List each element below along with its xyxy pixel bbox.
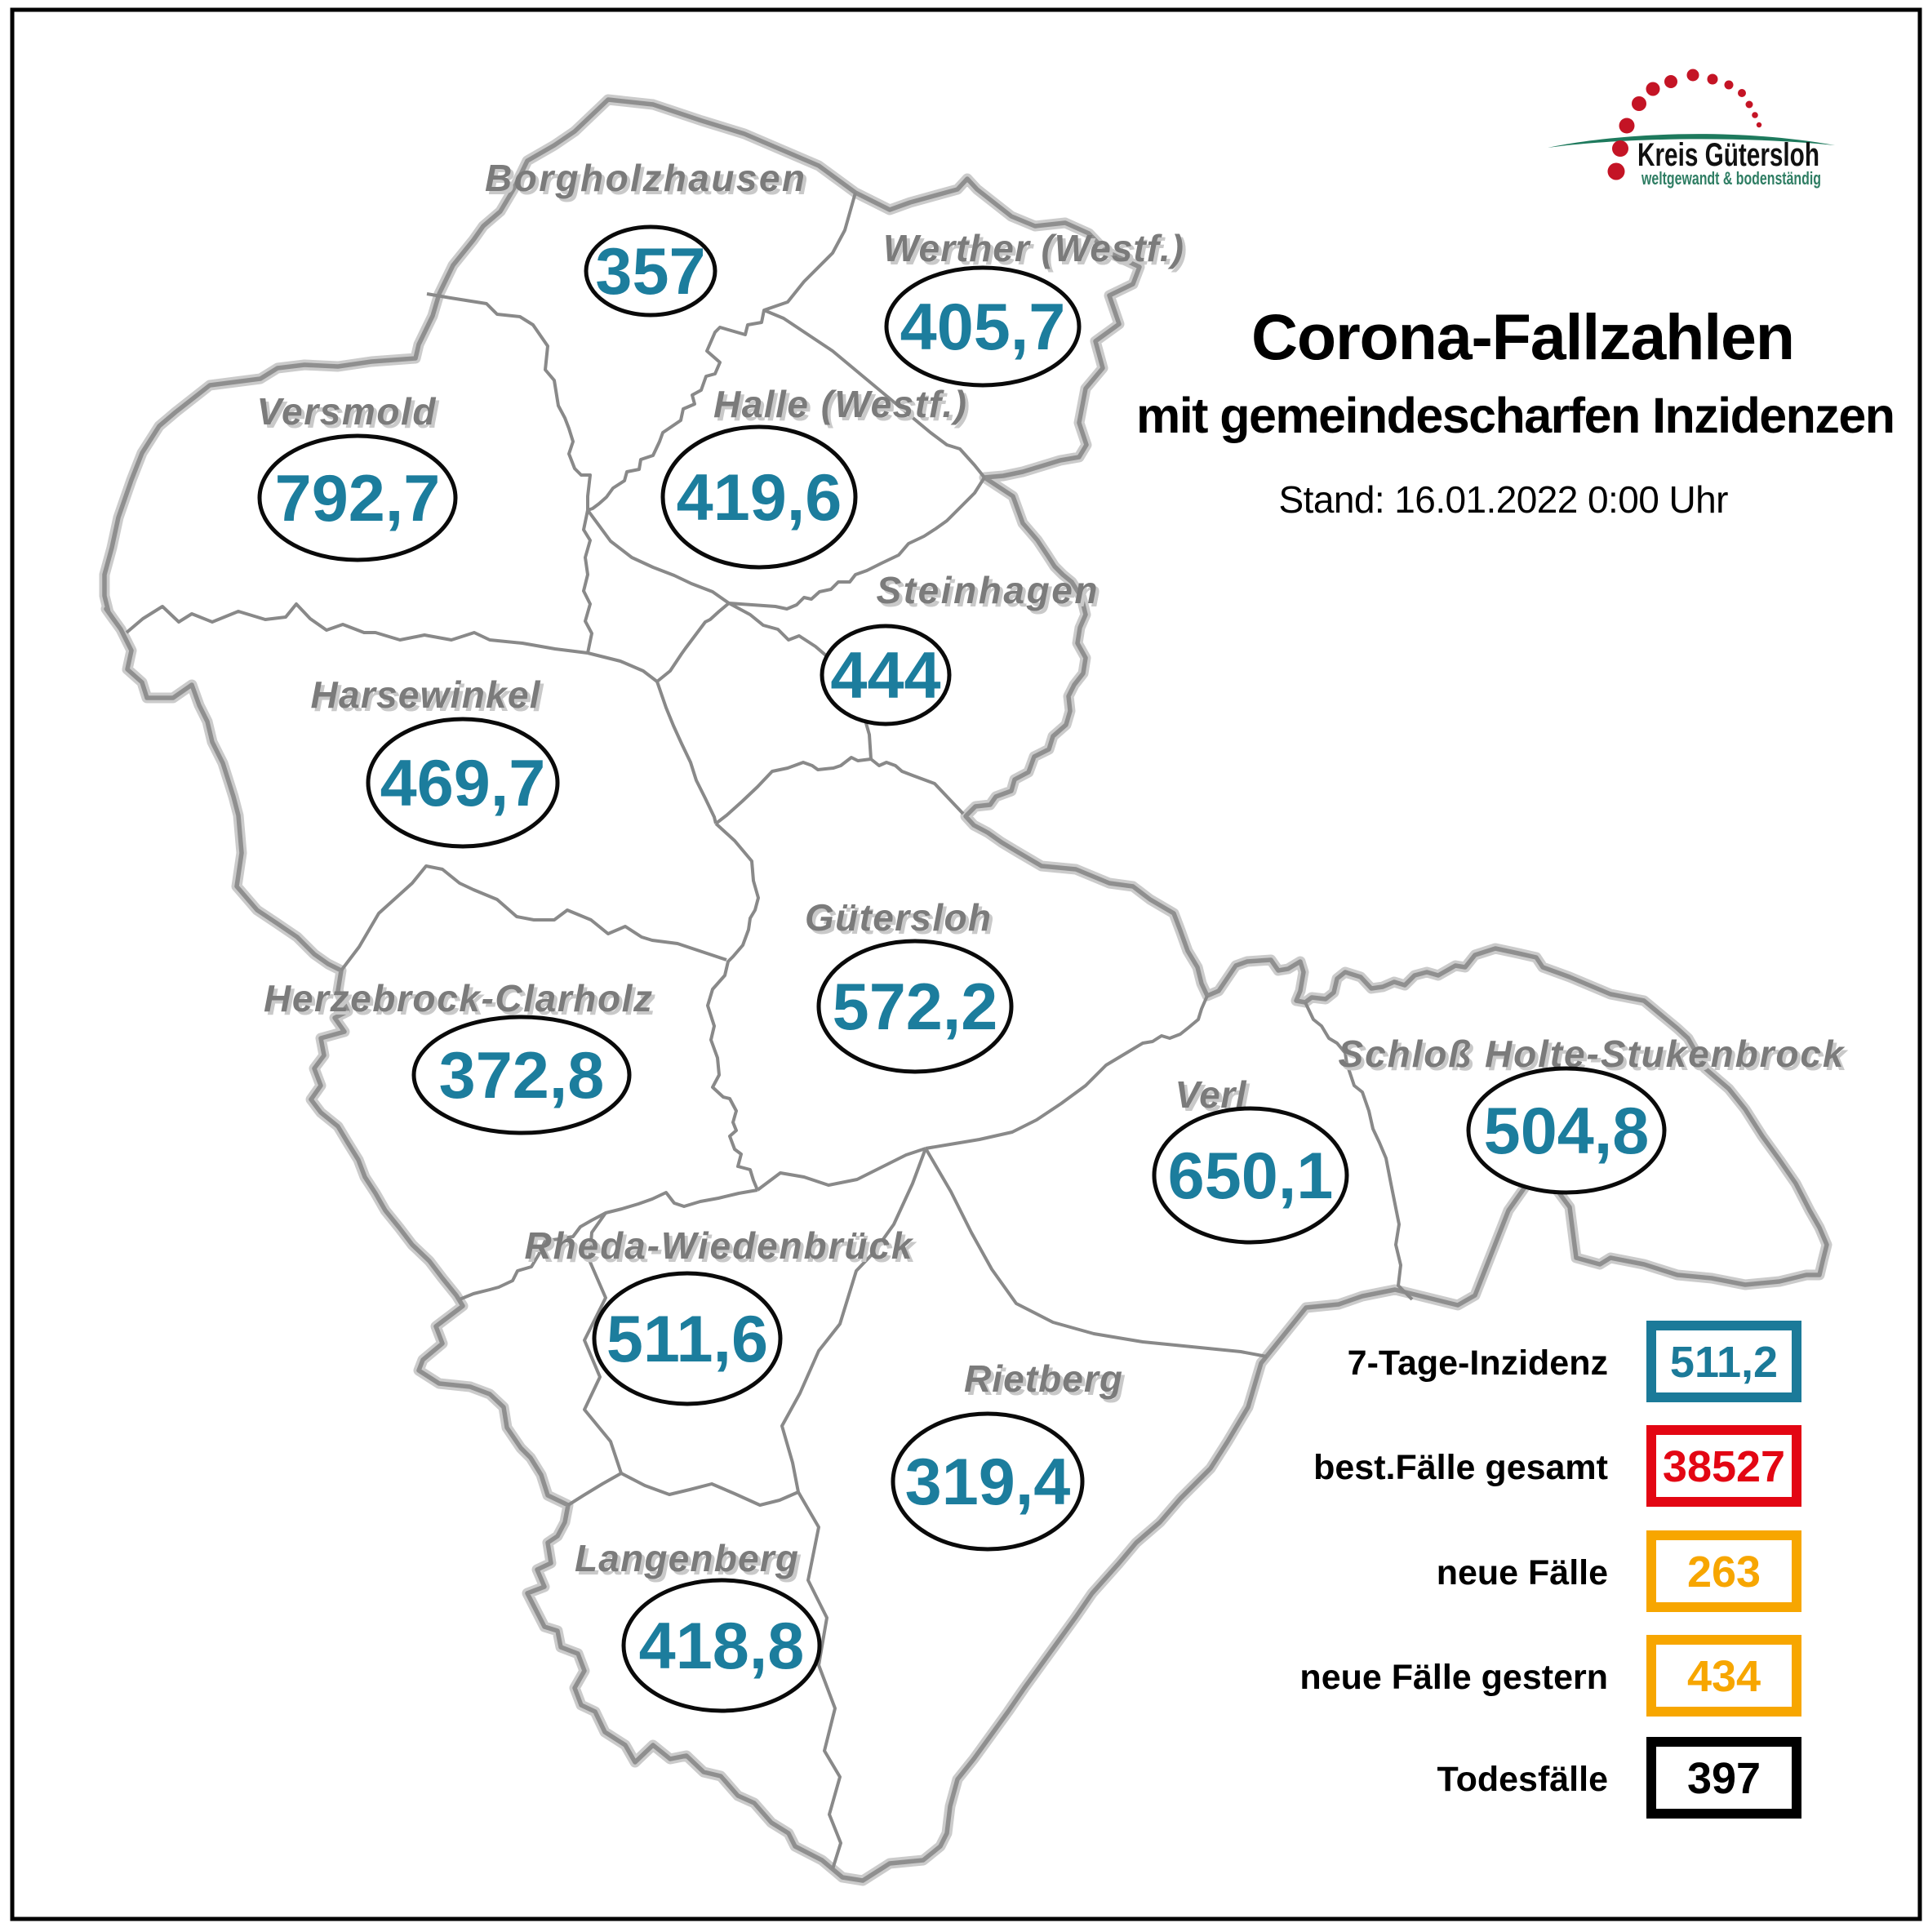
svg-text:511,6: 511,6	[606, 1303, 768, 1376]
svg-text:Rheda-Wiedenbrück: Rheda-Wiedenbrück	[525, 1224, 914, 1267]
svg-text:Harsewinkel: Harsewinkel	[314, 677, 544, 719]
svg-text:Rietberg: Rietberg	[964, 1357, 1122, 1400]
svg-text:504,8: 504,8	[1484, 1095, 1650, 1168]
svg-text:Versmold: Versmold	[260, 393, 440, 436]
svg-text:Langenberg: Langenberg	[575, 1537, 798, 1579]
svg-text:418,8: 418,8	[639, 1610, 805, 1683]
svg-text:Steinhagen: Steinhagen	[877, 569, 1098, 611]
svg-text:Corona-Fallzahlen: Corona-Fallzahlen	[1251, 300, 1795, 373]
svg-text:Langenberg: Langenberg	[578, 1540, 802, 1583]
svg-text:Rietberg: Rietberg	[967, 1361, 1126, 1403]
svg-text:511,2: 511,2	[1670, 1338, 1778, 1387]
svg-text:Stand: 16.01.2022 0:00 Uhr: Stand: 16.01.2022 0:00 Uhr	[1279, 478, 1729, 521]
svg-text:Versmold: Versmold	[257, 390, 437, 433]
svg-text:best.Fälle gesamt: best.Fälle gesamt	[1313, 1448, 1608, 1487]
svg-text:419,6: 419,6	[677, 461, 842, 535]
svg-text:444: 444	[830, 639, 940, 713]
svg-text:372,8: 372,8	[439, 1039, 605, 1113]
svg-text:Gütersloh: Gütersloh	[808, 899, 994, 942]
svg-text:434: 434	[1687, 1652, 1761, 1701]
svg-text:Borgholzhausen: Borgholzhausen	[488, 160, 808, 202]
svg-text:405,7: 405,7	[900, 291, 1066, 364]
svg-text:mit gemeindescharfen Inzidenze: mit gemeindescharfen Inzidenzen	[1136, 388, 1895, 443]
svg-text:Gütersloh: Gütersloh	[805, 896, 991, 939]
svg-text:neue Fälle: neue Fälle	[1437, 1553, 1608, 1592]
svg-text:650,1: 650,1	[1168, 1139, 1334, 1213]
svg-text:357: 357	[595, 235, 705, 309]
svg-text:319,4: 319,4	[905, 1446, 1071, 1519]
svg-text:7-Tage-Inzidenz: 7-Tage-Inzidenz	[1348, 1344, 1608, 1383]
svg-text:Rheda-Wiedenbrück: Rheda-Wiedenbrück	[528, 1228, 917, 1270]
svg-text:Todesfälle: Todesfälle	[1437, 1760, 1608, 1799]
svg-text:Kreis Gütersloh: Kreis Gütersloh	[1637, 137, 1819, 173]
svg-text:Harsewinkel: Harsewinkel	[311, 673, 541, 716]
svg-text:469,7: 469,7	[380, 747, 546, 820]
svg-text:Halle (Westf.): Halle (Westf.)	[717, 386, 970, 429]
svg-text:Steinhagen: Steinhagen	[880, 572, 1101, 615]
svg-text:Werther (Westf.): Werther (Westf.)	[883, 227, 1184, 269]
svg-text:Werther (Westf.): Werther (Westf.)	[886, 230, 1187, 273]
svg-text:38527: 38527	[1663, 1442, 1785, 1491]
svg-text:397: 397	[1687, 1754, 1761, 1803]
svg-text:792,7: 792,7	[275, 462, 441, 535]
svg-text:572,2: 572,2	[833, 970, 998, 1044]
svg-text:Halle (Westf.): Halle (Westf.)	[713, 383, 966, 425]
svg-text:weltgewandt & bodenständig: weltgewandt & bodenständig	[1641, 168, 1821, 189]
svg-text:neue Fälle gestern: neue Fälle gestern	[1299, 1658, 1608, 1697]
svg-text:Borgholzhausen: Borgholzhausen	[485, 157, 805, 199]
svg-text:263: 263	[1687, 1548, 1761, 1597]
